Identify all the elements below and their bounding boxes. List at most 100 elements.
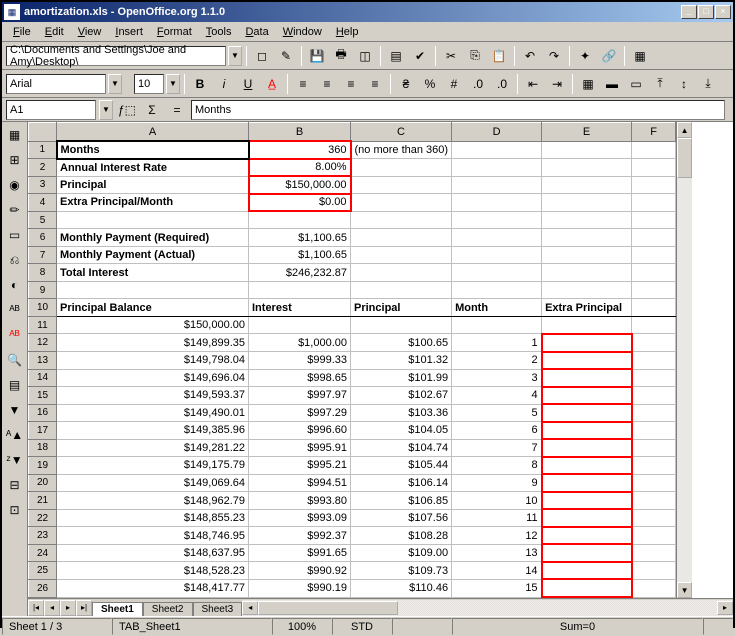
cell[interactable]: 4: [452, 387, 542, 405]
cell[interactable]: [542, 527, 632, 545]
cell[interactable]: 5: [452, 404, 542, 422]
align-left-button[interactable]: ≡: [292, 73, 314, 95]
status-sum[interactable]: Sum=0: [452, 618, 703, 635]
cell[interactable]: [542, 334, 632, 352]
cell[interactable]: [351, 246, 452, 264]
auto-spell-icon[interactable]: ᴬᴮ: [4, 324, 26, 346]
currency-button[interactable]: ₴: [395, 73, 417, 95]
cell[interactable]: [632, 194, 676, 212]
row-header[interactable]: 12: [29, 334, 57, 352]
cell[interactable]: [632, 334, 676, 352]
row-header[interactable]: 11: [29, 316, 57, 334]
cell-ref-dropdown[interactable]: ▼: [99, 100, 113, 120]
cell[interactable]: [632, 474, 676, 492]
italic-button[interactable]: i: [213, 73, 235, 95]
cell[interactable]: [542, 246, 632, 264]
function-wizard-button[interactable]: ƒ⬚: [116, 99, 138, 121]
cell[interactable]: Month: [452, 299, 542, 317]
tab-first-button[interactable]: |◂: [28, 600, 44, 616]
scroll-left-button[interactable]: ◂: [242, 601, 258, 615]
cell[interactable]: [452, 211, 542, 229]
menu-file[interactable]: File: [6, 24, 38, 40]
cell[interactable]: Principal Balance: [57, 299, 249, 317]
cell[interactable]: $995.91: [249, 439, 351, 457]
cell[interactable]: [542, 264, 632, 282]
form-icon[interactable]: ▭: [4, 224, 26, 246]
cell-reference-input[interactable]: A1: [6, 100, 96, 120]
sheet-tab-sheet3[interactable]: Sheet3: [193, 602, 243, 616]
insert-cells-icon[interactable]: ⊞: [4, 149, 26, 171]
cell[interactable]: [632, 457, 676, 475]
cell[interactable]: $105.44: [351, 457, 452, 475]
autoformat-icon[interactable]: ⎌: [4, 249, 26, 271]
menu-view[interactable]: View: [71, 24, 109, 40]
row-header[interactable]: 16: [29, 404, 57, 422]
path-input[interactable]: C:\Documents and Settings\Joe and Amy\De…: [6, 46, 226, 66]
tab-next-button[interactable]: ▸: [60, 600, 76, 616]
cell[interactable]: 15: [452, 579, 542, 597]
cell[interactable]: [542, 404, 632, 422]
row-header[interactable]: 2: [29, 159, 57, 177]
bgcolor-button[interactable]: ▬: [601, 73, 623, 95]
align-justify-button[interactable]: ≡: [364, 73, 386, 95]
ungroup-icon[interactable]: ⊡: [4, 499, 26, 521]
cell[interactable]: 9: [452, 474, 542, 492]
cell[interactable]: [351, 176, 452, 194]
row-header[interactable]: 19: [29, 457, 57, 475]
font-color-button[interactable]: A̲: [261, 73, 283, 95]
close-button[interactable]: ×: [715, 5, 731, 19]
menu-window[interactable]: Window: [276, 24, 329, 40]
cell[interactable]: [542, 492, 632, 510]
sort-asc-icon[interactable]: ᴬ▲: [4, 424, 26, 446]
col-header-C[interactable]: C: [351, 123, 452, 142]
cell[interactable]: [632, 439, 676, 457]
navigator-icon[interactable]: ✦: [574, 45, 596, 67]
menu-format[interactable]: Format: [150, 24, 199, 40]
vertical-scrollbar[interactable]: ▲ ▼: [676, 122, 692, 598]
stop-icon[interactable]: ◻: [251, 45, 273, 67]
cell[interactable]: $997.97: [249, 387, 351, 405]
menu-insert[interactable]: Insert: [108, 24, 150, 40]
cell[interactable]: Principal: [57, 176, 249, 194]
tab-prev-button[interactable]: ◂: [44, 600, 60, 616]
cell[interactable]: $150,000.00: [249, 176, 351, 194]
cell[interactable]: [351, 194, 452, 212]
cell[interactable]: [452, 264, 542, 282]
cell[interactable]: [57, 281, 249, 299]
align-bottom-button[interactable]: ⤓: [697, 73, 719, 95]
cell[interactable]: [542, 422, 632, 440]
cell[interactable]: 10: [452, 492, 542, 510]
menu-edit[interactable]: Edit: [38, 24, 71, 40]
preview-icon[interactable]: ◫: [354, 45, 376, 67]
cell[interactable]: $1,100.65: [249, 246, 351, 264]
cell[interactable]: $103.36: [351, 404, 452, 422]
scroll-up-button[interactable]: ▲: [677, 122, 692, 138]
cell[interactable]: $149,281.22: [57, 439, 249, 457]
cell[interactable]: [542, 316, 632, 334]
cell[interactable]: 8: [452, 457, 542, 475]
cell[interactable]: [632, 404, 676, 422]
number-format-button[interactable]: #: [443, 73, 465, 95]
cell[interactable]: [249, 281, 351, 299]
status-zoom[interactable]: 100%: [272, 618, 332, 635]
cell[interactable]: $148,746.95: [57, 527, 249, 545]
cell[interactable]: [632, 422, 676, 440]
percent-button[interactable]: %: [419, 73, 441, 95]
maximize-button[interactable]: □: [698, 5, 714, 19]
row-header[interactable]: 26: [29, 579, 57, 597]
cell[interactable]: [632, 352, 676, 370]
align-right-button[interactable]: ≡: [340, 73, 362, 95]
row-header[interactable]: 13: [29, 352, 57, 370]
cell[interactable]: [632, 387, 676, 405]
data-sources-icon[interactable]: ▤: [4, 374, 26, 396]
row-header[interactable]: 18: [29, 439, 57, 457]
merge-button[interactable]: ▭: [625, 73, 647, 95]
row-header[interactable]: 17: [29, 422, 57, 440]
cell[interactable]: $107.56: [351, 509, 452, 527]
cell[interactable]: 360: [249, 141, 351, 159]
cell[interactable]: Extra Principal: [542, 299, 632, 317]
cell[interactable]: $148,637.95: [57, 544, 249, 562]
cell[interactable]: $100.65: [351, 334, 452, 352]
cell[interactable]: $149,069.64: [57, 474, 249, 492]
cell[interactable]: [632, 509, 676, 527]
